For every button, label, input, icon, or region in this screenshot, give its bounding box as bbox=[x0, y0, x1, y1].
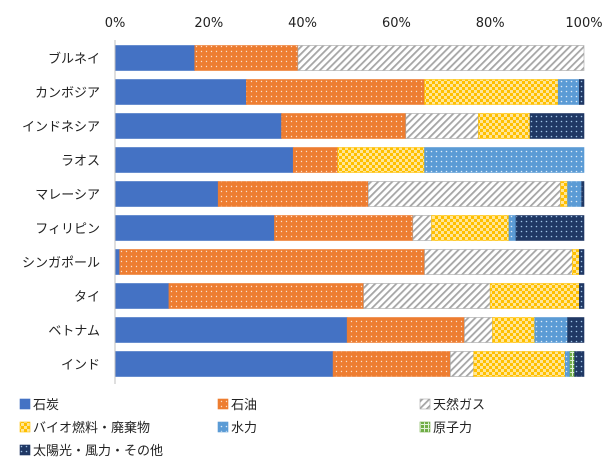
x-tick-label: 40% bbox=[288, 16, 317, 31]
bar-segment bbox=[114, 283, 170, 309]
legend-swatch bbox=[217, 398, 229, 410]
bar-segment bbox=[489, 283, 580, 309]
bar-segment bbox=[579, 79, 585, 105]
bar-segment bbox=[557, 79, 580, 105]
bar-segment bbox=[114, 351, 334, 377]
bar-segment bbox=[114, 317, 348, 343]
bar-segment bbox=[581, 181, 585, 207]
bar-segment bbox=[412, 215, 432, 241]
category-label: カンボジア bbox=[35, 86, 100, 101]
category-labels: ブルネイカンボジアインドネシアラオスマレーシアフィリピンシンガポールタイベトナム… bbox=[22, 51, 100, 373]
category-label: マレーシア bbox=[35, 188, 100, 203]
bar-segment bbox=[337, 147, 425, 173]
bar-segment bbox=[281, 113, 407, 139]
legend-label: 石炭 bbox=[33, 398, 59, 413]
legend-label: 原子力 bbox=[433, 421, 472, 436]
bar-segment bbox=[363, 283, 491, 309]
bar-segment bbox=[367, 181, 561, 207]
bar-segment bbox=[168, 283, 364, 309]
category-label: フィリピン bbox=[35, 222, 100, 237]
bar-segment bbox=[508, 215, 517, 241]
bar-segment bbox=[217, 181, 369, 207]
bar-segment bbox=[119, 249, 425, 275]
x-axis-ticks: 0% 20% 40% 60% 80% 100% bbox=[105, 16, 603, 31]
bar-segment bbox=[431, 215, 510, 241]
bar-segment bbox=[529, 113, 585, 139]
bar-segment bbox=[274, 215, 414, 241]
bars bbox=[114, 45, 585, 377]
bar-segment bbox=[574, 351, 585, 377]
legend-label: 水力 bbox=[231, 421, 257, 436]
category-label: ベトナム bbox=[48, 324, 100, 339]
category-label: インドネシア bbox=[22, 120, 100, 135]
bar-segment bbox=[571, 249, 580, 275]
bar-segment bbox=[292, 147, 339, 173]
bar-segment bbox=[464, 317, 493, 343]
bar-segment bbox=[450, 351, 475, 377]
category-label: インド bbox=[61, 358, 100, 373]
bar-segment bbox=[405, 113, 479, 139]
legend-swatch bbox=[19, 421, 31, 433]
bar-segment bbox=[114, 215, 275, 241]
bar-segment bbox=[424, 79, 559, 105]
bar-segment bbox=[424, 147, 585, 173]
bar-segment bbox=[515, 215, 585, 241]
bar-segment bbox=[492, 317, 536, 343]
bar-segment bbox=[473, 351, 566, 377]
bar-segment bbox=[424, 249, 573, 275]
category-label: ブルネイ bbox=[48, 51, 100, 67]
legend-label: 天然ガス bbox=[433, 397, 485, 413]
x-tick-label: 80% bbox=[476, 16, 505, 31]
category-label: ラオス bbox=[61, 154, 100, 169]
bar-segment bbox=[114, 45, 196, 71]
bar-segment bbox=[297, 45, 585, 71]
bar-segment bbox=[246, 79, 425, 105]
bar-segment bbox=[114, 181, 219, 207]
legend-label: 太陽光・風力・その他 bbox=[33, 444, 163, 459]
bar-segment bbox=[194, 45, 299, 71]
bar-segment bbox=[579, 283, 585, 309]
bar-segment bbox=[114, 249, 120, 275]
x-tick-label: 0% bbox=[105, 16, 126, 31]
legend-swatch bbox=[19, 444, 31, 456]
bar-segment bbox=[567, 317, 585, 343]
category-label: タイ bbox=[74, 290, 100, 305]
bar-segment bbox=[567, 181, 582, 207]
bar-segment bbox=[332, 351, 451, 377]
legend-label: バイオ燃料・廃棄物 bbox=[33, 420, 150, 436]
x-tick-label: 20% bbox=[194, 16, 223, 31]
bar-segment bbox=[114, 113, 282, 139]
bar-segment bbox=[564, 351, 571, 377]
bar-segment bbox=[560, 181, 568, 207]
bar-segment bbox=[478, 113, 531, 139]
x-tick-label: 100% bbox=[565, 16, 602, 31]
x-tick-label: 60% bbox=[382, 16, 411, 31]
bar-segment bbox=[114, 147, 294, 173]
bar-segment bbox=[114, 79, 247, 105]
legend-swatch bbox=[217, 421, 229, 433]
legend-swatch bbox=[419, 421, 431, 433]
legend-swatch bbox=[19, 398, 31, 410]
bar-segment bbox=[346, 317, 465, 343]
bar-segment bbox=[569, 351, 575, 377]
legend-label: 石油 bbox=[231, 398, 257, 413]
category-label: シンガポール bbox=[22, 256, 100, 271]
legend-swatch bbox=[419, 398, 431, 410]
bar-segment bbox=[534, 317, 568, 343]
bar-segment bbox=[579, 249, 585, 275]
